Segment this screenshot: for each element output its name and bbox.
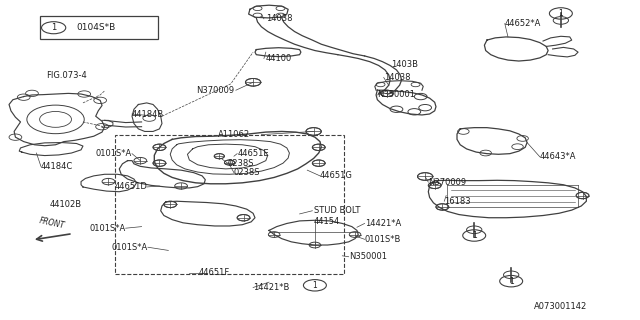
Text: 44652*A: 44652*A — [505, 19, 541, 28]
Text: 1: 1 — [509, 277, 513, 286]
Text: 14038: 14038 — [384, 73, 410, 82]
Text: 44651D: 44651D — [115, 182, 148, 191]
Text: 44184C: 44184C — [41, 162, 73, 171]
Bar — [40, 16, 157, 39]
Text: 14421*A: 14421*A — [365, 219, 401, 228]
Text: 44651E: 44651E — [237, 149, 269, 158]
Text: N350001: N350001 — [349, 252, 387, 261]
Text: N370009: N370009 — [196, 86, 234, 95]
Text: 14421*B: 14421*B — [253, 283, 289, 292]
Text: 0104S*B: 0104S*B — [76, 23, 115, 32]
Text: 44651F: 44651F — [199, 268, 230, 277]
Text: 0101S*A: 0101S*A — [96, 149, 132, 158]
Text: 0238S: 0238S — [234, 168, 260, 177]
Text: 44184B: 44184B — [132, 109, 164, 118]
Text: 0101S*A: 0101S*A — [112, 243, 148, 252]
Text: N350001: N350001 — [378, 91, 415, 100]
Text: 14038: 14038 — [266, 14, 292, 23]
Text: FIG.073-4: FIG.073-4 — [46, 71, 87, 80]
Text: A11062: A11062 — [218, 130, 250, 139]
Text: 1: 1 — [472, 231, 477, 240]
Text: 44102B: 44102B — [49, 200, 81, 209]
Text: 0101S*B: 0101S*B — [365, 235, 401, 244]
Text: STUD BOLT: STUD BOLT — [314, 206, 360, 215]
Text: 1: 1 — [312, 281, 317, 290]
Text: A073001142: A073001142 — [534, 302, 588, 311]
Text: 16183: 16183 — [444, 197, 471, 206]
Text: 1403B: 1403B — [392, 60, 419, 69]
Text: 44154: 44154 — [314, 217, 340, 226]
Text: 44643*A: 44643*A — [540, 152, 577, 161]
Text: 44100: 44100 — [266, 54, 292, 63]
Text: 44651G: 44651G — [320, 172, 353, 180]
Text: 0101S*A: 0101S*A — [90, 224, 125, 233]
Text: FRONT: FRONT — [38, 216, 66, 230]
Bar — [115, 135, 344, 274]
Text: 1: 1 — [559, 9, 563, 18]
Text: 1: 1 — [51, 23, 56, 32]
Text: 0238S: 0238S — [228, 159, 254, 168]
Text: N370009: N370009 — [428, 178, 467, 187]
